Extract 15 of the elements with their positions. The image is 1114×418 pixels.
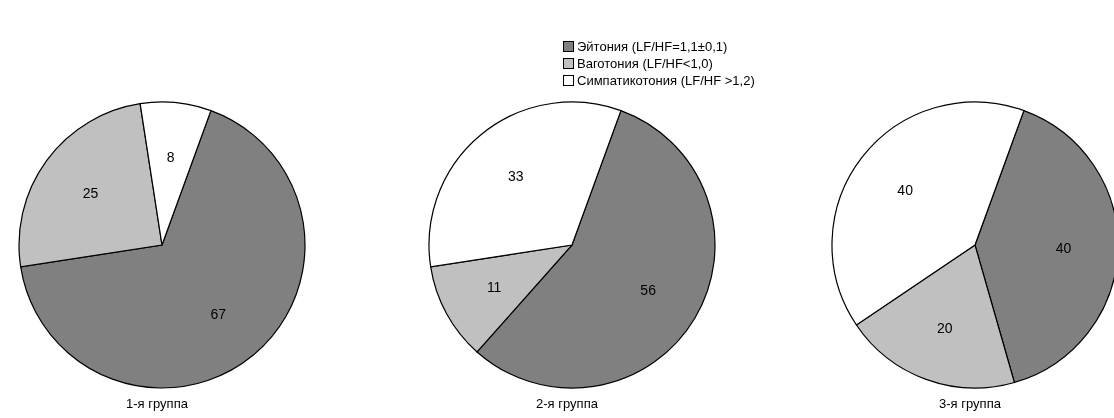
text: 1-я группа	[125, 396, 189, 411]
data-label: 20	[936, 320, 953, 337]
legend-label: Эйтония (LF/HF=1,1±0,1)	[577, 38, 728, 55]
data-label: 33	[507, 168, 524, 185]
legend-label: Симпатикотония (LF/HF >1,2)	[577, 72, 755, 89]
data-label: 11	[486, 279, 502, 296]
data-label: 67	[210, 305, 227, 322]
data-label: 25	[82, 184, 99, 201]
data-label: 56	[640, 282, 657, 299]
data-label: 40	[1055, 240, 1072, 257]
data-label: 8	[166, 148, 175, 165]
text: 2-я группа	[535, 396, 599, 411]
text: 3-я группа	[938, 396, 1002, 411]
legend-label: Ваготония (LF/HF<1,0)	[577, 55, 713, 72]
data-label: 40	[897, 182, 914, 199]
